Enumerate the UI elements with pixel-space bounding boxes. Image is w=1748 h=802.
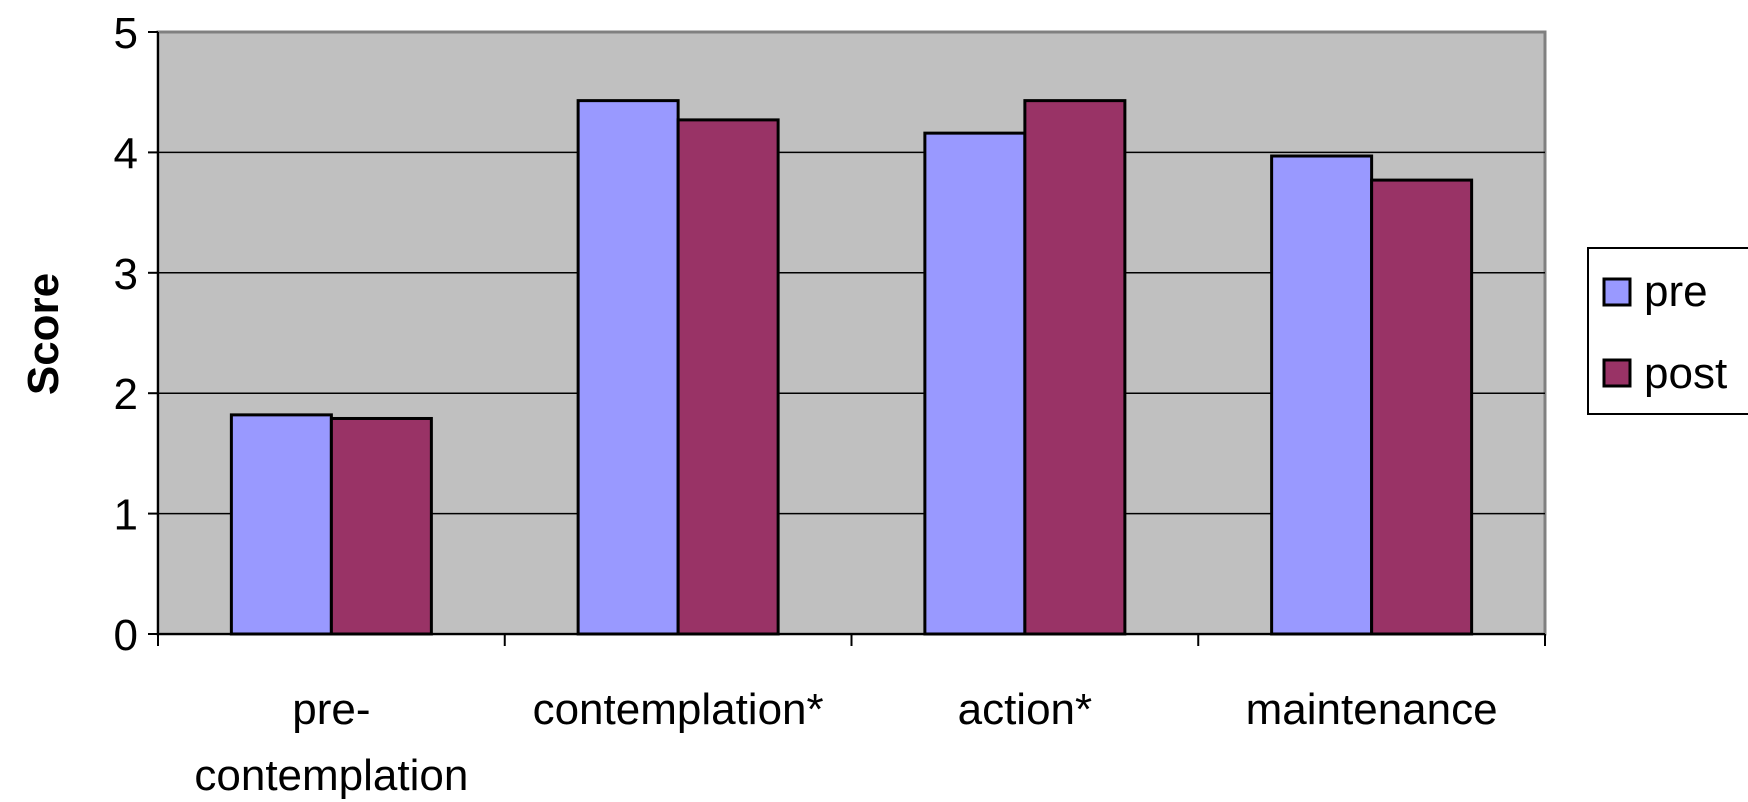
category-label: maintenance <box>1246 685 1498 734</box>
y-tick-label: 2 <box>114 370 138 419</box>
category-label: action* <box>958 685 1093 734</box>
axes <box>148 31 1546 646</box>
legend-swatch-post <box>1602 358 1632 388</box>
bar-post-0 <box>329 416 433 636</box>
category-labels: pre-contemplation contemplation* action* ma… <box>194 685 1497 800</box>
category-label: contemplation* <box>533 685 824 734</box>
y-tick-label: 5 <box>114 9 138 58</box>
legend-swatch-pre <box>1602 277 1632 307</box>
bar-pre-0 <box>229 413 333 636</box>
y-tick-label: 3 <box>114 250 138 299</box>
y-axis-title: Score <box>19 273 68 395</box>
category-label: pre- <box>292 685 370 734</box>
y-tick-label: 1 <box>114 491 138 540</box>
y-tick-label: 0 <box>114 611 138 660</box>
legend: pre post <box>1587 247 1748 415</box>
bar-post-1 <box>676 118 780 636</box>
legend-label-post: post <box>1644 349 1727 398</box>
y-tick-label: 4 <box>114 129 138 178</box>
legend-label-pre: pre <box>1644 267 1708 316</box>
bar-pre-3 <box>1270 154 1374 636</box>
category-label: contemplation <box>194 751 468 800</box>
bar-post-2 <box>1023 99 1127 636</box>
bar-pre-2 <box>923 131 1027 636</box>
y-tick-labels: 0 1 2 3 4 5 <box>114 9 138 660</box>
bar-post-3 <box>1370 178 1474 636</box>
bar-pre-1 <box>576 99 680 636</box>
bars <box>229 99 1474 636</box>
